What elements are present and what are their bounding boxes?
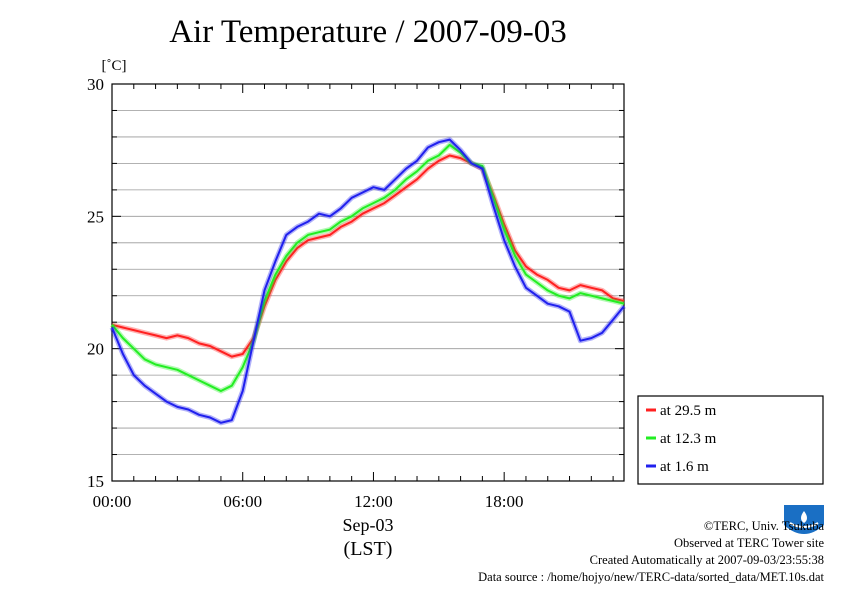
axes: 15 20 25 30 00:00 06:00 12:00 18:00 (87, 75, 624, 511)
credits-block: ©TERC, Univ. Tsukuba Observed at TERC To… (478, 518, 824, 586)
chart-title: Air Temperature / 2007-09-03 (169, 14, 567, 50)
y-tick-label: 25 (87, 207, 104, 226)
x-axis-date-label: Sep-03 (343, 515, 394, 535)
series-line-1 (111, 143, 625, 392)
y-tick-label: 20 (87, 340, 104, 359)
created-line: Created Automatically at 2007-09-03/23:5… (589, 553, 824, 567)
legend-label-2: at 1.6 m (660, 459, 709, 475)
copyright-line: ©TERC, Univ. Tsukuba (703, 519, 824, 533)
series-halo-0 (111, 153, 625, 360)
data-source-line: Data source : /home/hojyo/new/TERC-data/… (478, 570, 824, 584)
series-halo-1 (110, 142, 625, 394)
y-tick-label: 30 (87, 75, 104, 94)
x-tick-label: 18:00 (485, 492, 524, 511)
terc-logo-icon (782, 503, 826, 539)
legend-label-0: at 29.5 m (660, 403, 717, 419)
series-lines (109, 137, 626, 426)
legend-label-1: at 12.3 m (660, 431, 717, 447)
legend-box (637, 395, 824, 485)
x-tick-label: 12:00 (354, 492, 393, 511)
y-axis-unit-label: [˚C] (102, 58, 127, 74)
plot-frame (111, 83, 625, 482)
series-line-0 (111, 154, 625, 358)
x-tick-label: 06:00 (223, 492, 262, 511)
grid-lines (112, 110, 624, 455)
legend: at 29.5 m at 12.3 m at 1.6 m (637, 395, 824, 485)
x-tick-label: 00:00 (93, 492, 132, 511)
series-line-2 (111, 138, 625, 424)
y-tick-label: 15 (87, 472, 104, 491)
observation-site-line: Observed at TERC Tower site (673, 536, 824, 550)
x-axis-timezone-label: (LST) (344, 538, 393, 560)
